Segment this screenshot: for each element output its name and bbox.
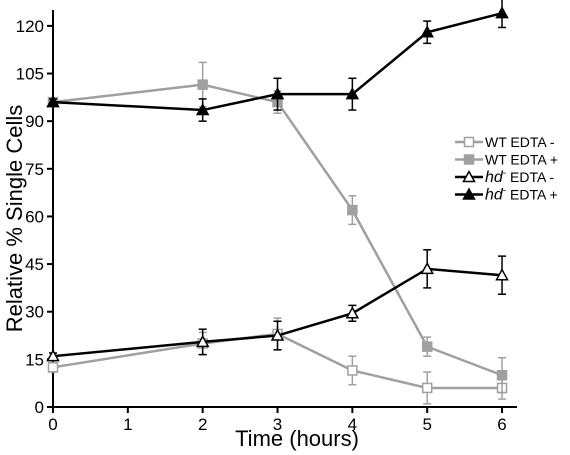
x-tick-label: 2 <box>198 415 207 434</box>
data-point <box>270 87 285 100</box>
legend-label-italic: hd <box>485 187 504 204</box>
legend-label-rest: EDTA - <box>506 169 554 185</box>
series-2 <box>46 249 509 362</box>
x-tick-label: 1 <box>123 415 132 434</box>
data-point <box>462 187 476 200</box>
data-point <box>463 136 475 148</box>
y-tick-label: 15 <box>25 350 44 369</box>
data-point <box>462 169 476 183</box>
legend-label-superscript: - <box>503 186 506 197</box>
data-point <box>345 306 360 319</box>
data-point <box>420 25 434 38</box>
series-line <box>52 267 503 358</box>
data-point <box>345 87 360 100</box>
x-tick-label: 4 <box>348 415 357 434</box>
legend-item: hd- EDTA + <box>455 186 558 204</box>
legend-item: hd- EDTA - <box>455 168 554 186</box>
x-axis-title: Time (hours) <box>235 426 359 451</box>
series-line <box>52 11 503 112</box>
data-point <box>495 268 509 281</box>
legend-label: hd- EDTA - <box>485 168 554 186</box>
series-line <box>52 83 503 377</box>
y-tick-label: 75 <box>25 160 44 179</box>
y-tick-label: 30 <box>25 303 44 322</box>
data-point <box>197 79 208 90</box>
data-point <box>421 341 433 352</box>
y-tick-label: 45 <box>25 255 44 274</box>
data-point <box>496 369 508 381</box>
data-point <box>420 261 434 275</box>
legend-label-italic: hd <box>485 169 504 186</box>
legend-item: WT EDTA + <box>455 152 558 168</box>
data-point <box>347 204 358 216</box>
x-tick-label: 0 <box>48 415 57 434</box>
y-tick-label: 105 <box>16 65 44 84</box>
data-point <box>463 154 475 165</box>
y-tick-label: 120 <box>16 17 44 36</box>
data-point <box>347 365 358 376</box>
data-point <box>495 6 509 19</box>
data-point <box>46 95 60 108</box>
series-line <box>52 332 503 390</box>
legend-label: WT EDTA - <box>485 134 555 150</box>
legend-label-rest: EDTA + <box>506 187 557 203</box>
y-tick-label: 90 <box>25 112 44 131</box>
data-point <box>270 328 285 341</box>
y-tick-label: 60 <box>25 207 44 226</box>
series-layer <box>46 0 509 405</box>
data-point <box>195 102 210 116</box>
legend-label: WT EDTA + <box>485 152 558 168</box>
series-3 <box>46 0 509 122</box>
legend: WT EDTA -WT EDTA +hd- EDTA -hd- EDTA + <box>455 134 558 204</box>
data-point <box>47 362 59 373</box>
y-tick-label: 0 <box>35 398 44 417</box>
y-axis-title: Relative % Single Cells <box>2 105 27 332</box>
x-tick-label: 5 <box>422 415 431 434</box>
legend-label: hd- EDTA + <box>485 186 558 204</box>
legend-item: WT EDTA - <box>455 134 555 150</box>
x-tick-label: 6 <box>497 415 506 434</box>
x-tick-label: 3 <box>273 415 282 434</box>
legend-label-superscript: - <box>503 168 506 179</box>
data-point <box>46 349 60 362</box>
data-point <box>421 382 433 394</box>
data-point <box>195 334 210 348</box>
